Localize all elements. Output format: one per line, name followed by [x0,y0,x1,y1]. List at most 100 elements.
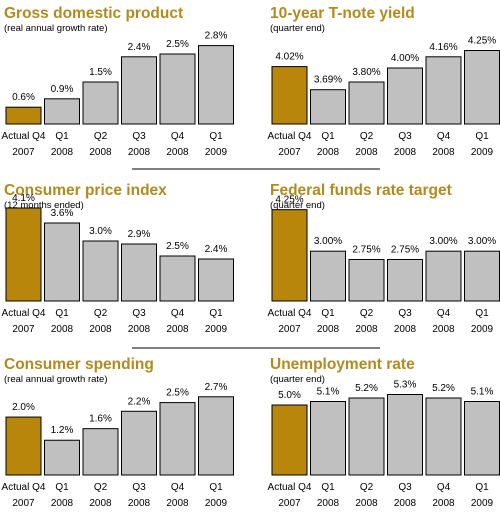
data-label: 2.0% [12,402,35,413]
chart-panel-1: Gross domestic product(real annual growt… [2,5,234,158]
x-tick-label: Q4 [171,482,185,493]
chart-title: 10-year T-note yield [270,5,415,22]
bar [198,45,234,125]
x-tick-label-year: 2007 [278,324,301,335]
bar [198,396,234,476]
x-tick-label-year: 2007 [278,147,301,158]
x-tick-label: Q3 [398,308,412,319]
bar [159,255,196,302]
x-tick-label-year: 2009 [471,498,494,509]
x-tick-label: Q4 [171,131,185,142]
bar [82,428,119,476]
x-tick-label: Q1 [209,131,223,142]
data-label: 4.1% [12,193,35,204]
x-tick-label: Actual Q4 [268,131,312,142]
chart-panel-3: Consumer price index(12 months ended)4.1… [2,182,234,335]
bar [464,401,500,476]
data-label: 5.1% [471,387,494,398]
x-tick-label-year: 2008 [89,324,112,335]
x-tick-label: Q1 [475,308,489,319]
x-tick-label: Actual Q4 [2,131,46,142]
bar [44,222,80,302]
bar [44,98,80,125]
x-tick-label-year: 2008 [89,147,112,158]
data-label: 1.5% [89,67,112,78]
x-tick-label: Q3 [132,131,146,142]
bar [464,50,500,125]
data-label: 2.5% [166,241,189,252]
chart-panel-2: 10-year T-note yield(quarter end) 4.02% Ac… [268,5,500,158]
x-tick-label-year: 2008 [166,324,189,335]
x-tick-label: Q1 [55,131,69,142]
chart-panel-6: Unemployment rate(quarter end) 5.0% Actual… [268,356,500,509]
x-tick-label: Q3 [132,308,146,319]
data-label: 3.80% [352,67,380,78]
x-tick-label: Q1 [321,308,335,319]
bar [310,89,346,125]
data-label: 4.16% [429,42,457,53]
chart-title: Federal funds rate target [270,182,452,199]
data-label: 2.7% [205,382,228,393]
x-tick-label-year: 2008 [51,498,74,509]
data-label: 4.25% [468,36,496,47]
chart-panel-5: Consumer spending(real annual growth rat… [2,356,234,509]
bar [44,439,80,476]
data-label: 1.2% [51,425,74,436]
chart-title: Unemployment rate [270,356,415,373]
x-tick-label: Actual Q4 [2,482,46,493]
data-label: 2.4% [205,244,228,255]
x-tick-label: Actual Q4 [268,482,312,493]
chart-panel-4: Federal funds rate target(quarter end)4.… [268,182,500,335]
bar [348,397,385,476]
bar [310,250,346,302]
x-tick-label: Q4 [437,482,451,493]
chart-subtitle: (quarter end) [270,23,325,34]
bar [121,56,157,125]
data-label: 2.75% [352,244,380,255]
data-label: 2.75% [391,244,419,255]
data-label: 2.5% [166,39,189,50]
x-tick-label-year: 2008 [394,147,417,158]
data-label: 4.00% [391,53,419,64]
data-label: 5.1% [317,387,340,398]
data-label: 2.9% [128,229,151,240]
bar [348,81,385,125]
chart-subtitle: (12 months ended) [4,200,84,211]
chart-title: Consumer spending [4,356,154,373]
x-tick-label-year: 2007 [278,498,301,509]
x-tick-label-year: 2009 [205,147,228,158]
data-label: 3.69% [314,75,342,86]
x-tick-label: Actual Q4 [2,308,46,319]
data-label: 4.02% [275,52,303,63]
x-tick-label-year: 2008 [317,324,340,335]
x-tick-label: Q1 [209,482,223,493]
bar [198,258,234,302]
data-label: 5.3% [394,380,417,391]
data-label: 2.4% [128,42,151,53]
x-tick-label: Q2 [360,482,374,493]
data-label: 4.25% [275,195,303,206]
bar [425,397,462,476]
x-tick-label: Q4 [171,308,185,319]
bar [82,240,119,302]
data-label: 3.00% [429,236,457,247]
chart-subtitle: (quarter end) [270,374,325,385]
x-tick-label-year: 2008 [317,147,340,158]
bar [310,401,346,476]
x-tick-label-year: 2009 [471,147,494,158]
data-label: 1.6% [89,414,112,425]
x-tick-label-year: 2008 [394,498,417,509]
x-tick-label: Q1 [209,308,223,319]
x-tick-label-year: 2007 [12,498,35,509]
x-tick-label-year: 2007 [12,324,35,335]
data-label: 3.6% [51,208,74,219]
highlight-bar [271,404,308,476]
data-label: 5.2% [432,383,455,394]
highlight-bar [5,207,42,302]
data-label: 2.8% [205,31,228,42]
bar [82,81,119,125]
x-tick-label-year: 2009 [205,324,228,335]
bar [464,250,500,302]
data-label: 3.00% [468,236,496,247]
x-tick-label-year: 2008 [166,147,189,158]
